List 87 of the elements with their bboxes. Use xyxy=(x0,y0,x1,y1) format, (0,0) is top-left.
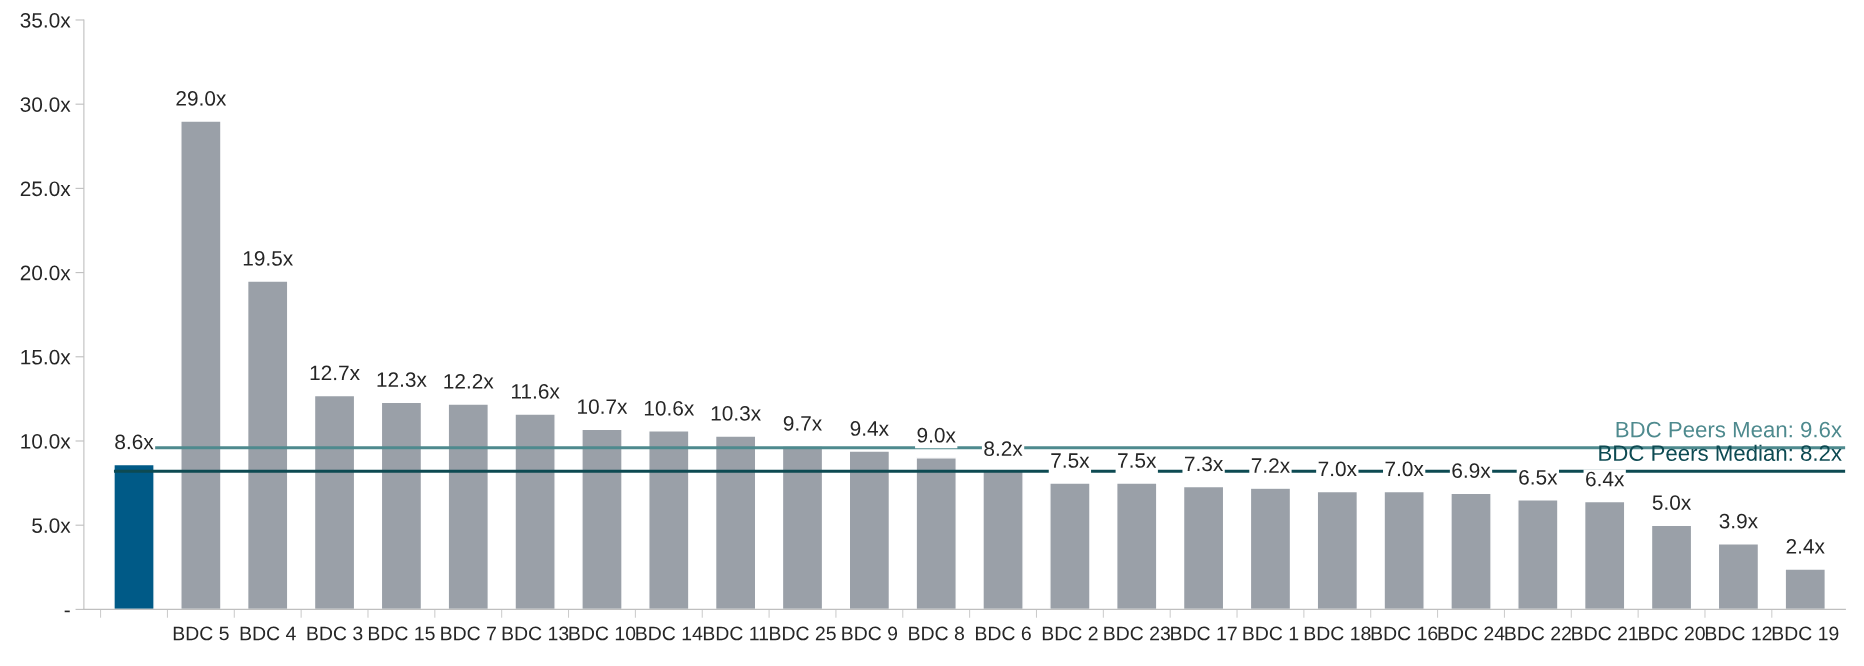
data-label: 5.0x xyxy=(1652,495,1692,510)
data-label: 19.5x xyxy=(243,251,293,266)
y-tick-label: 10.0x xyxy=(21,433,71,449)
bar xyxy=(915,457,957,610)
bar xyxy=(982,470,1024,610)
data-label: 10.6x xyxy=(644,400,695,416)
y-tick-label: 5.0x xyxy=(32,518,71,533)
bar xyxy=(1650,524,1693,610)
bar xyxy=(714,435,757,610)
y-tick-label: - xyxy=(64,610,70,613)
x-tick-label: BDC 19 xyxy=(1772,626,1839,641)
x-tick-label: BDC 6 xyxy=(976,626,1031,641)
bar xyxy=(581,428,623,610)
x-tick-label: BDC 13 xyxy=(502,626,569,641)
data-label: 7.5x xyxy=(1118,453,1157,468)
x-tick-label: BDC 12 xyxy=(1705,626,1772,641)
x-tick-label: BDC 7 xyxy=(441,626,496,641)
bar xyxy=(180,120,222,610)
data-label: 12.3x xyxy=(377,372,427,388)
y-tick-label: 35.0x xyxy=(20,12,71,28)
y-tick-label: 20.0x xyxy=(20,265,71,281)
data-label: 9.7x xyxy=(783,416,822,431)
data-label: 7.3x xyxy=(1184,456,1224,472)
x-tick-label: BDC 18 xyxy=(1304,626,1371,641)
data-label: 9.0x xyxy=(917,427,956,443)
x-tick-label: BDC 16 xyxy=(1371,626,1438,641)
bar xyxy=(1182,485,1225,610)
data-label: 6.5x xyxy=(1519,469,1558,485)
ref-line-label: BDC Peers Median: 8.2x xyxy=(1599,444,1842,462)
data-label: 7.0x xyxy=(1318,461,1357,477)
data-label: 10.7x xyxy=(578,399,628,414)
x-tick-label: BDC 21 xyxy=(1572,626,1638,641)
bar xyxy=(648,430,690,610)
bar xyxy=(1316,490,1359,610)
bar xyxy=(1116,482,1158,610)
bar xyxy=(313,394,356,610)
y-tick-label: 15.0x xyxy=(21,349,71,365)
data-label: 7.2x xyxy=(1251,458,1290,473)
bar xyxy=(781,445,824,610)
x-tick-label: BDC 25 xyxy=(770,626,836,641)
data-label: 7.5x xyxy=(1051,453,1090,468)
x-tick-label: BDC 22 xyxy=(1505,626,1571,641)
bar xyxy=(1717,543,1760,610)
y-tick-label: 25.0x xyxy=(20,181,71,197)
x-tick-label: BDC 11 xyxy=(703,626,769,641)
bar xyxy=(246,280,289,610)
x-tick-label: BDC 9 xyxy=(842,626,898,641)
x-tick-label: BDC 5 xyxy=(173,626,229,641)
x-tick-label: BDC 1 xyxy=(1243,626,1299,641)
data-label: 9.4x xyxy=(850,421,889,436)
x-tick-label: BDC 23 xyxy=(1104,626,1170,641)
x-tick-label: BDC 20 xyxy=(1639,626,1705,641)
x-tick-label: BDC 14 xyxy=(636,626,703,641)
x-tick-label: BDC 24 xyxy=(1438,626,1505,641)
bar xyxy=(1450,492,1492,610)
x-tick-label: BDC 8 xyxy=(909,626,964,641)
bar xyxy=(380,401,423,610)
data-label: 12.2x xyxy=(444,373,494,389)
x-tick-label: BDC 17 xyxy=(1171,626,1237,641)
data-label: 10.3x xyxy=(711,405,761,421)
x-tick-label: BDC 2 xyxy=(1042,626,1098,641)
ref-line-label: BDC Peers Mean: 9.6x xyxy=(1616,421,1842,438)
data-label: 6.9x xyxy=(1452,463,1491,478)
y-tick-label: 30.0x xyxy=(20,97,71,112)
data-label: 12.7x xyxy=(310,365,360,381)
bar xyxy=(1583,500,1626,610)
bar xyxy=(1784,568,1827,610)
data-label: 11.6x xyxy=(511,384,560,399)
data-label: 29.0x xyxy=(176,91,227,106)
bar xyxy=(447,403,490,610)
data-label: 8.6x xyxy=(115,434,154,450)
x-tick-label: BDC 15 xyxy=(368,626,435,641)
bar xyxy=(1049,482,1091,610)
bar xyxy=(1383,490,1425,610)
data-label: 7.0x xyxy=(1385,461,1424,477)
x-tick-label: BDC 3 xyxy=(307,626,363,641)
x-tick-label: BDC 10 xyxy=(569,626,636,641)
bar xyxy=(514,413,556,610)
bar xyxy=(1517,499,1559,610)
bar xyxy=(113,463,155,610)
data-label: 3.9x xyxy=(1719,513,1758,529)
data-label: 8.2x xyxy=(984,441,1023,457)
x-tick-label: BDC 4 xyxy=(240,626,296,641)
data-label: 6.4x xyxy=(1586,471,1625,487)
bar xyxy=(1249,487,1292,610)
bar xyxy=(848,450,891,610)
data-label: 2.4x xyxy=(1786,538,1825,554)
